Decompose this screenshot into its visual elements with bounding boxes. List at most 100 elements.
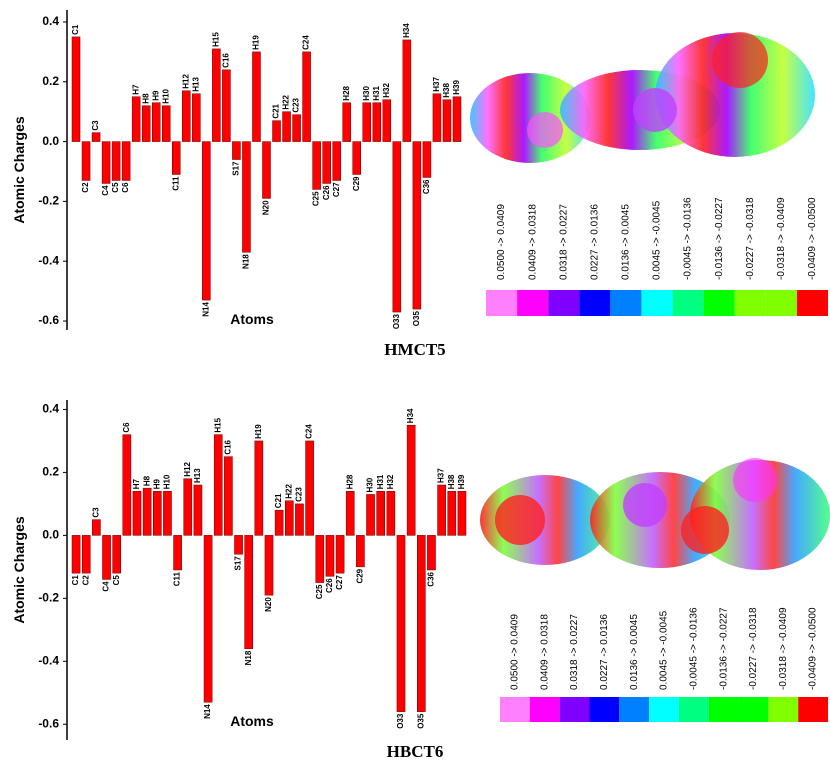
atom-label: C16 — [223, 439, 232, 454]
atom-label: N18 — [242, 254, 251, 269]
bar — [326, 535, 334, 576]
atom-label: C2 — [81, 182, 90, 193]
bar — [184, 479, 192, 536]
bar — [273, 121, 281, 142]
bar — [192, 94, 200, 142]
bar — [383, 100, 391, 142]
atom-label: O35 — [416, 713, 425, 729]
bar — [262, 142, 270, 199]
atom-label: H38 — [442, 82, 451, 97]
atom-label: C24 — [302, 35, 311, 50]
y-tick-label: 0.2 — [42, 465, 59, 479]
bar — [202, 142, 210, 301]
x-axis-title: Atoms — [230, 713, 274, 729]
color-scale-label: 0.0318 -> 0.0227 — [569, 614, 580, 690]
bar — [163, 491, 171, 535]
bar — [222, 70, 230, 142]
color-scale-label: 0.0136 -> 0.0045 — [621, 204, 632, 280]
bar — [336, 535, 344, 573]
color-scale-label: 0.0500 -> 0.0409 — [510, 614, 521, 690]
atom-label: H19 — [252, 35, 261, 50]
atom-label: H38 — [447, 474, 456, 489]
bar — [407, 425, 415, 535]
atom-label: H30 — [366, 477, 375, 492]
atom-label: C6 — [122, 422, 131, 433]
atom-label: H22 — [284, 484, 293, 499]
bar — [316, 535, 324, 582]
color-scale-label: -0.0227 -> -0.0318 — [745, 197, 756, 280]
bar — [152, 103, 160, 142]
bar — [458, 491, 466, 535]
figure: 0.40.20.0-0.2-0.4-0.6C1C2C3C4C5C6H7H8H9H… — [0, 0, 830, 766]
atom-label: H32 — [386, 474, 395, 489]
atom-label: C6 — [121, 182, 130, 193]
bar — [204, 535, 212, 702]
atom-label: H28 — [342, 85, 351, 100]
color-scale-swatch — [709, 697, 739, 722]
bar — [438, 485, 446, 535]
atom-label: C21 — [272, 103, 281, 118]
color-scale-label: 0.0136 -> 0.0045 — [629, 614, 640, 690]
y-tick-label: -0.4 — [38, 653, 59, 667]
bar — [142, 106, 150, 142]
atom-label: H7 — [131, 84, 140, 95]
bar — [417, 535, 425, 711]
y-axis-title: Atomic Charges — [11, 516, 27, 624]
y-tick-label: 0.0 — [42, 528, 59, 542]
atom-label: H39 — [457, 474, 466, 489]
color-scale-label: 0.0318 -> 0.0227 — [558, 204, 569, 280]
bar — [353, 142, 361, 175]
bar — [443, 100, 451, 142]
bar — [413, 142, 421, 309]
bar — [182, 91, 190, 142]
color-scale-swatch — [619, 697, 649, 722]
caption: HBCT6 — [387, 742, 444, 761]
bar — [387, 491, 395, 535]
x-axis-title: Atoms — [230, 311, 274, 327]
bar — [306, 441, 314, 535]
atom-label: H31 — [372, 85, 381, 100]
atom-label: C4 — [101, 185, 110, 196]
atom-label: H15 — [211, 32, 220, 47]
color-scale-swatch — [486, 290, 517, 316]
bar — [303, 52, 311, 142]
atom-label: H8 — [141, 93, 150, 104]
y-tick-label: 0.4 — [42, 402, 59, 416]
color-scale-label: 0.0409 -> 0.0318 — [539, 614, 550, 690]
y-tick-label: -0.6 — [38, 716, 59, 730]
y-tick-label: -0.2 — [38, 591, 59, 605]
caption: HMCT5 — [384, 340, 445, 359]
color-scale-swatch — [517, 290, 548, 316]
atom-label: H28 — [345, 474, 354, 489]
atom-label: C27 — [332, 182, 341, 197]
atom-label: O35 — [412, 311, 421, 327]
bar — [423, 142, 431, 178]
atom-label: H19 — [254, 424, 263, 439]
bar — [397, 535, 405, 711]
y-tick-label: 0.4 — [42, 14, 59, 28]
atom-label: H34 — [406, 408, 415, 423]
y-tick-label: 0.2 — [42, 74, 59, 88]
atom-label: H10 — [163, 474, 172, 489]
atom-label: C26 — [322, 185, 331, 200]
bar — [242, 142, 250, 253]
atom-label: H37 — [437, 468, 446, 483]
atom-label: C3 — [91, 120, 100, 131]
bar — [153, 491, 161, 535]
y-tick-label: -0.4 — [38, 253, 59, 267]
atom-label: C23 — [295, 487, 304, 502]
color-scale-label: -0.0318 -> -0.0409 — [776, 197, 787, 280]
color-scale-label: 0.0045 -> -0.0045 — [659, 610, 670, 690]
atom-label: C3 — [91, 507, 100, 518]
color-scale-label: 0.0409 -> 0.0318 — [527, 204, 538, 280]
bar — [102, 535, 110, 579]
bar — [123, 435, 131, 536]
y-tick-label: -0.6 — [38, 313, 59, 327]
atom-label: H13 — [191, 77, 200, 92]
atom-label: O33 — [392, 314, 401, 330]
y-tick-label: 0.0 — [42, 134, 59, 148]
bar — [265, 535, 273, 595]
atom-label: N20 — [264, 597, 273, 612]
atom-label: N14 — [203, 704, 212, 719]
